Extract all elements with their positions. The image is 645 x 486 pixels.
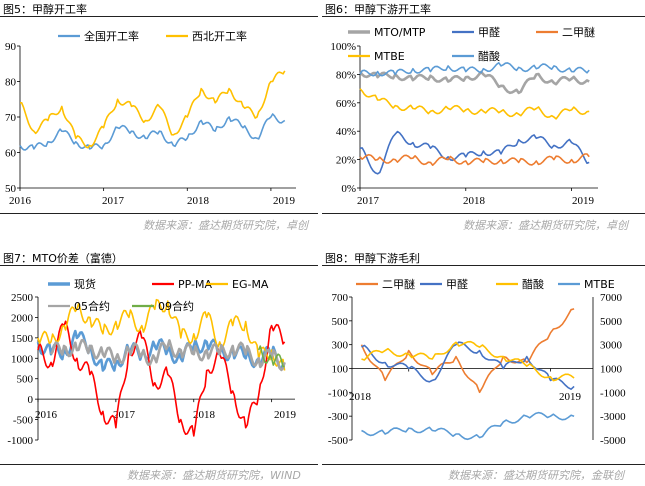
fig7-legend-label: PP-MA <box>178 278 212 291</box>
fig5-y-tick-label: 60 <box>5 148 17 160</box>
fig8-top-rule <box>322 265 645 266</box>
fig7-x-tick-label: 2016 <box>35 409 58 421</box>
fig8-x-tick-label: 2018 <box>349 391 372 403</box>
fig8-bottom-rule <box>322 464 645 465</box>
fig5-legend-label: 西北开工率 <box>192 29 247 43</box>
fig6-series-line <box>359 130 590 175</box>
fig7-legend-label: 现货 <box>74 277 96 291</box>
fig7-top-rule <box>0 265 318 266</box>
fig7-y-tick-label: -500 <box>13 415 34 427</box>
fig6-x-tick-label: 2019 <box>572 195 595 207</box>
fig6-legend-label: 醋酸 <box>478 49 500 63</box>
fig6-series-line <box>359 153 590 166</box>
fig6-x-tick-label: 2017 <box>357 195 380 207</box>
fig8-legend-label: 甲醛 <box>446 277 468 291</box>
fig7-series-line <box>49 338 286 372</box>
fig6-series-line <box>358 70 590 95</box>
fig8-series-line <box>361 340 575 382</box>
source-bottom-left: 数据来源：盛达期货研究院，WIND <box>127 469 301 482</box>
fig7-legend-label: EG-MA <box>232 278 269 291</box>
fig6-y-tick-label: 40% <box>336 126 356 138</box>
fig8-legend-label: MTBE <box>584 278 615 291</box>
fig7-y-tick-label: 1000 <box>11 353 34 365</box>
fig8-series-line <box>361 411 575 441</box>
fig8-y-tick-label: -100 <box>328 387 349 399</box>
fig7-x-tick-label: 2017 <box>113 409 136 421</box>
fig6-y-tick-label: 20% <box>336 155 356 167</box>
fig7-bottom-rule <box>0 464 318 465</box>
fig7-y-tick-label: 1500 <box>11 333 34 345</box>
fig5-y-tick-label: 50 <box>5 183 17 195</box>
fig5-x-tick-label: 2019 <box>273 195 296 207</box>
fig6-legend-label: MTBE <box>374 50 405 63</box>
fig8-y-tick-label: 100 <box>332 364 349 376</box>
fig8-y-tick-label: 700 <box>332 292 349 304</box>
fig6-x-tick-label: 2018 <box>463 195 486 207</box>
fig8-y2-tick-label: -5000 <box>600 435 626 447</box>
fig5-top-rule <box>0 16 318 17</box>
fig7-series-line <box>37 320 286 437</box>
fig5-legend-label: 全国开工率 <box>84 29 139 43</box>
fig6-title: 图6：甲醇下游开工率 <box>325 3 431 16</box>
fig5-x-tick-label: 2018 <box>187 195 210 207</box>
fig8-title: 图8：甲醇下游毛利 <box>325 252 420 265</box>
fig5-series-line <box>19 113 286 151</box>
fig5-title: 图5：甲醇开工率 <box>3 3 87 16</box>
fig5-x-tick-label: 2016 <box>9 195 32 207</box>
fig8-x-tick-label: 2019 <box>559 391 582 403</box>
fig8-y2-tick-label: 7000 <box>600 292 623 304</box>
fig5-y-tick-label: 90 <box>5 41 17 53</box>
fig7-legend-label: 09合约 <box>158 299 194 313</box>
fig6-legend-label: MTO/MTP <box>374 26 426 39</box>
source-bottom-right: 数据来源：盛达期货研究院，金联创 <box>448 469 624 482</box>
fig7-y-tick-label: 2500 <box>11 292 34 304</box>
fig5-y-tick-label: 70 <box>5 112 17 124</box>
fig7-y-tick-label: -1000 <box>7 435 33 447</box>
fig8-y-tick-label: 500 <box>332 316 349 328</box>
fig6-legend-label: 二甲醚 <box>562 25 595 39</box>
fig8-series-line <box>361 341 575 391</box>
fig7-legend-label: 05合约 <box>74 299 110 313</box>
fig6-top-rule <box>322 16 645 17</box>
fig8-y-tick-label: -500 <box>328 435 349 447</box>
fig5-series-line <box>20 70 286 149</box>
fig8-y-tick-label: -300 <box>328 411 349 423</box>
fig7-x-tick-label: 2019 <box>274 409 297 421</box>
fig6-y-tick-label: 60% <box>336 98 356 110</box>
fig7-title: 图7：MTO价差（富德） <box>3 252 123 265</box>
fig7-x-tick-label: 2018 <box>193 409 216 421</box>
fig8-y2-tick-label: 5000 <box>600 316 623 328</box>
fig8-y2-tick-label: 3000 <box>600 340 623 352</box>
fig5-bottom-rule <box>0 213 318 214</box>
fig8-y2-tick-label: -1000 <box>600 387 626 399</box>
fig5-x-tick-label: 2017 <box>102 195 125 207</box>
fig6-y-tick-label: 0% <box>341 183 356 195</box>
fig8-series-line <box>360 308 575 394</box>
fig7-series-line <box>36 329 286 372</box>
fig6-series-line <box>359 61 590 77</box>
fig7-y-tick-label: 2000 <box>11 312 34 324</box>
fig5-y-tick-label: 80 <box>5 77 17 89</box>
fig6-y-tick-label: 100% <box>330 41 356 53</box>
fig8-y2-tick-label: 1000 <box>600 364 623 376</box>
fig7-y-tick-label: 0 <box>28 394 34 406</box>
fig7-y-tick-label: 500 <box>17 374 34 386</box>
source-top-right: 数据来源：盛达期货研究院，卓创 <box>463 219 628 232</box>
fig7-series-line <box>37 298 286 371</box>
fig6-bottom-rule <box>322 213 645 214</box>
fig6-y-tick-label: 80% <box>336 69 356 81</box>
fig6-legend-label: 甲醛 <box>478 25 500 39</box>
fig8-y2-tick-label: -3000 <box>600 411 626 423</box>
fig8-legend-label: 醋酸 <box>522 277 544 291</box>
fig8-legend-label: 二甲醚 <box>382 277 415 291</box>
fig8-y-tick-label: 300 <box>332 340 349 352</box>
fig6-series-line <box>359 88 590 120</box>
source-top-left: 数据来源：盛达期货研究院，卓创 <box>143 219 308 232</box>
fig7-series-line <box>257 345 285 368</box>
